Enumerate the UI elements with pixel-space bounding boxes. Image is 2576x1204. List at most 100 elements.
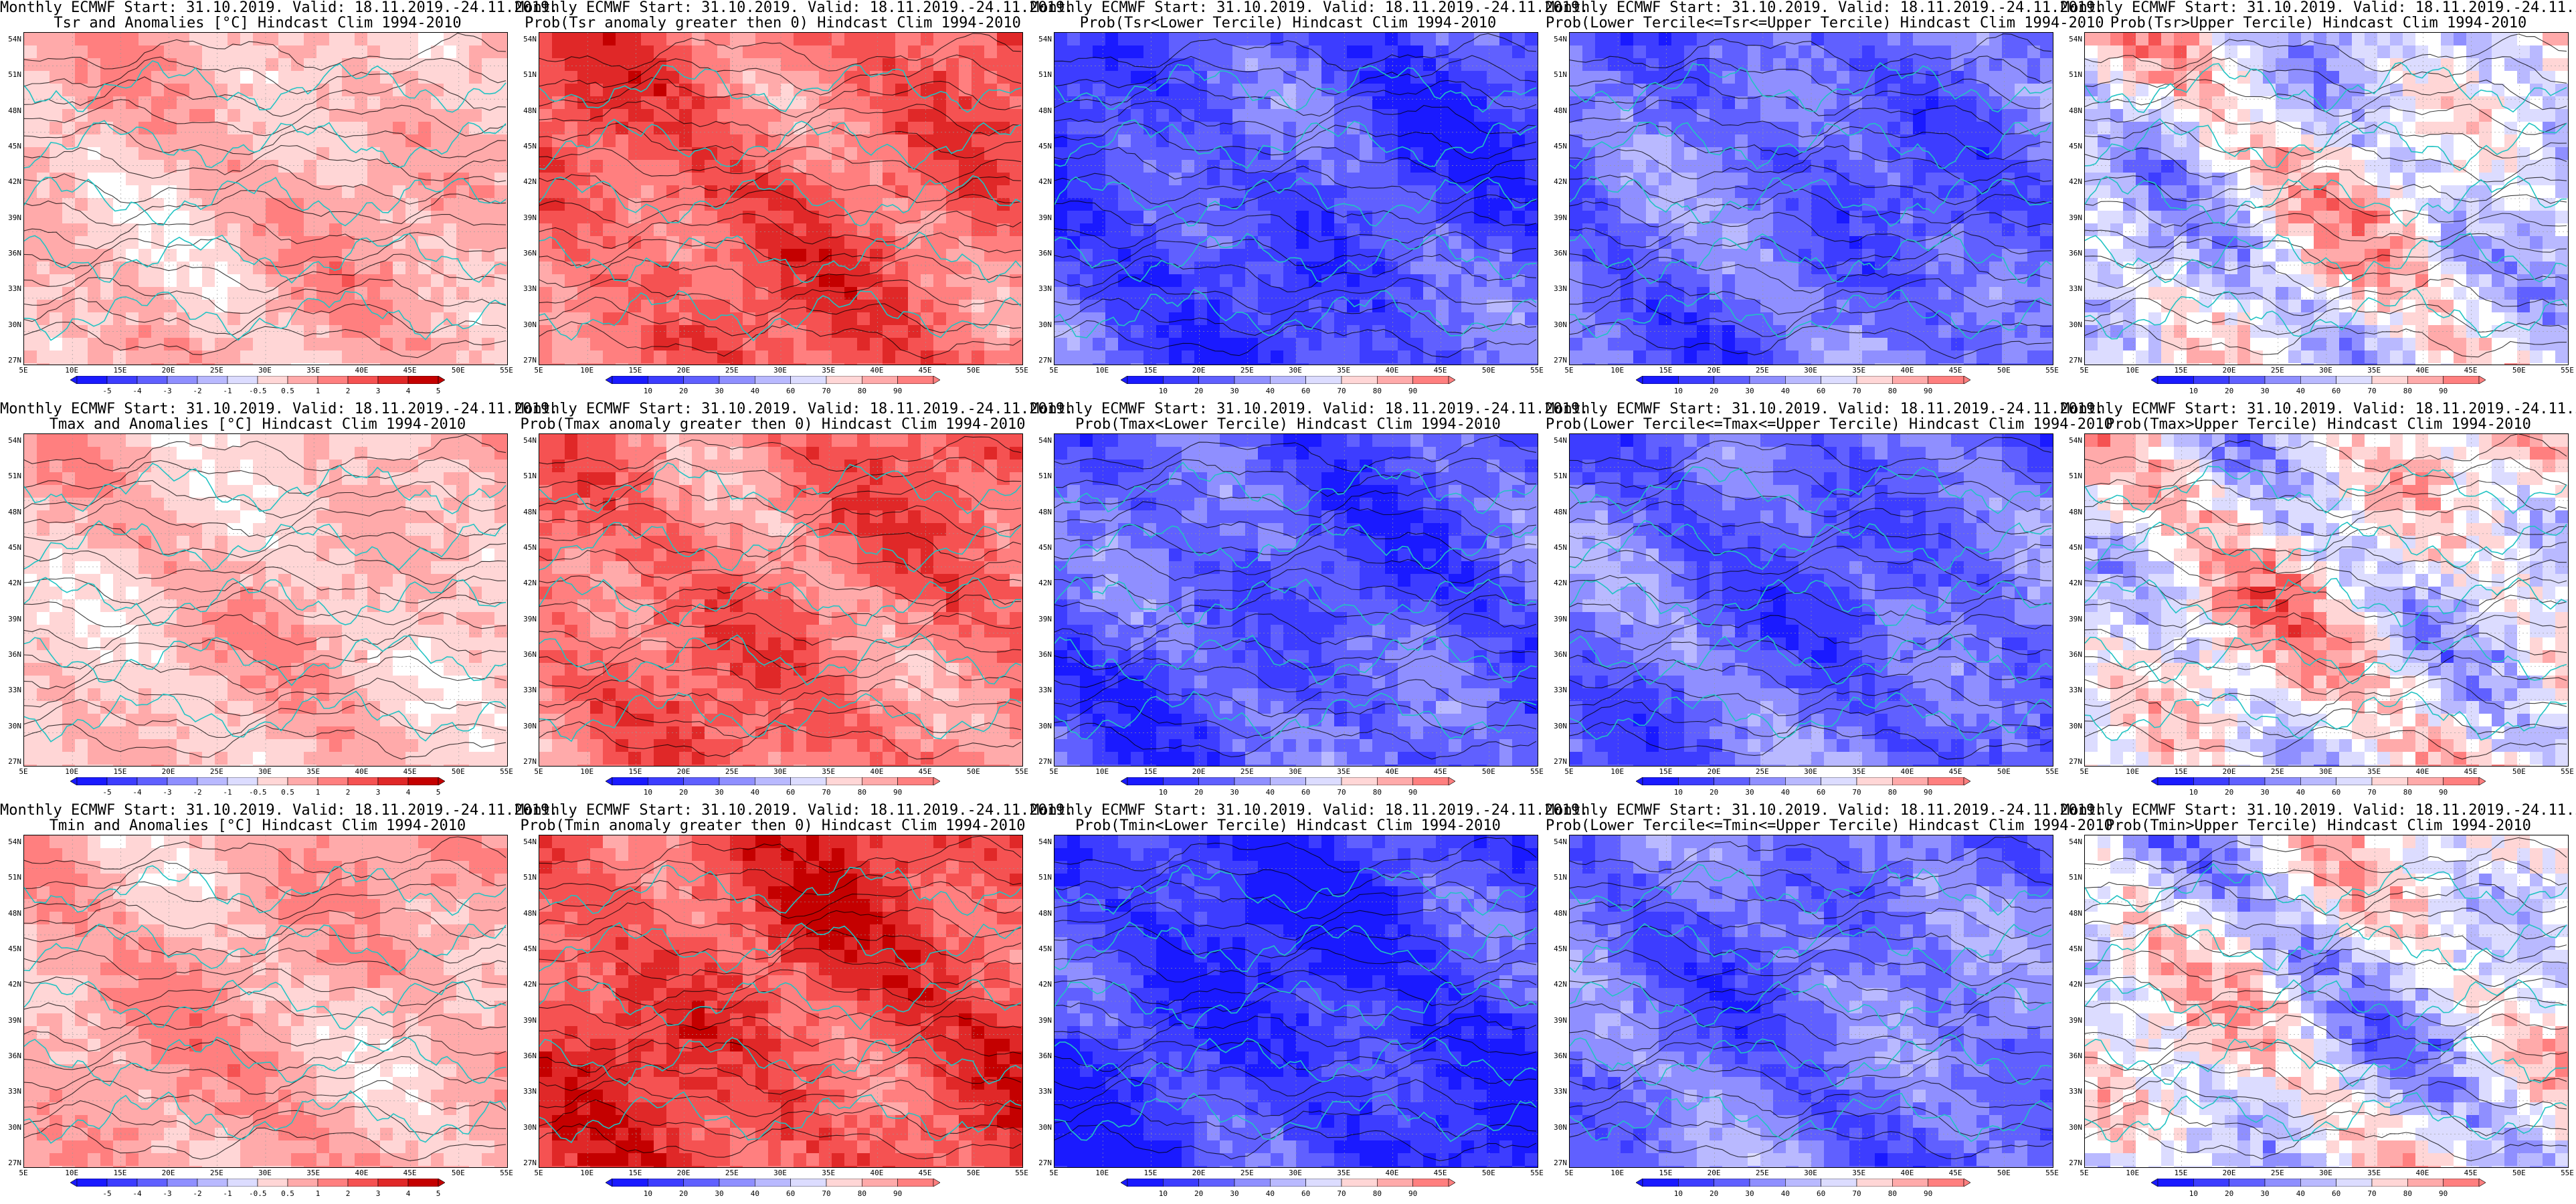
field-cell — [2002, 338, 2015, 351]
field-cell — [832, 325, 845, 338]
field-cell — [2123, 211, 2136, 224]
field-cell — [342, 84, 355, 97]
field-cell — [1245, 274, 1259, 288]
field-cell — [1474, 109, 1487, 122]
field-cell — [2110, 96, 2124, 110]
field-cell — [1449, 338, 1462, 351]
field-cell — [1837, 236, 1850, 249]
field-cell — [1608, 71, 1621, 84]
contour-line — [539, 232, 1022, 268]
field-cell — [1321, 236, 1335, 249]
field-cell — [1621, 147, 1634, 161]
field-cell — [1010, 185, 1022, 199]
field-cell — [1646, 96, 1659, 110]
field-cell — [1824, 58, 1837, 72]
field-cell — [1093, 249, 1106, 262]
field-cell — [2263, 134, 2276, 148]
field-cell — [1849, 211, 1863, 224]
field-cell — [50, 363, 63, 365]
field-cell — [227, 350, 241, 364]
field-cell — [227, 262, 241, 275]
field-cell — [1811, 325, 1825, 338]
field-cell — [1913, 33, 1926, 46]
field-cell — [240, 223, 254, 237]
field-cell — [253, 84, 266, 97]
field-cell — [139, 160, 152, 173]
field-cell — [1054, 338, 1068, 351]
field-cell — [1926, 363, 1939, 365]
field-cell — [1570, 363, 1583, 365]
field-cell — [679, 147, 693, 161]
field-cell — [1684, 109, 1697, 122]
field-cell — [565, 262, 578, 275]
field-cell — [2187, 122, 2200, 135]
field-cell — [1067, 287, 1081, 300]
field-cell — [1245, 96, 1259, 110]
field-cell — [1118, 300, 1131, 313]
field-cell — [1271, 211, 1284, 224]
field-cell — [1926, 173, 1939, 186]
field-cell — [2479, 96, 2492, 110]
field-cell — [380, 147, 393, 161]
field-cell — [1271, 274, 1284, 288]
field-cell — [552, 249, 565, 262]
field-cell — [126, 122, 139, 135]
field-cell — [1143, 223, 1157, 237]
field-cell — [946, 58, 959, 72]
field-cell — [227, 274, 241, 288]
field-cell — [2237, 147, 2251, 161]
field-cell — [1760, 312, 1774, 326]
map-title: Monthly ECMWF Start: 31.10.2019. Valid: … — [1546, 0, 2104, 31]
field-cell — [781, 223, 794, 237]
field-cell — [1131, 58, 1144, 72]
field-cell — [1964, 312, 1977, 326]
field-cell — [1938, 33, 1952, 46]
field-cell — [1938, 58, 1952, 72]
field-cell — [692, 185, 705, 199]
field-cell — [2377, 173, 2391, 186]
field-cell — [908, 262, 921, 275]
field-cell — [590, 45, 604, 59]
field-cell — [24, 109, 37, 122]
field-cell — [126, 338, 139, 351]
longitude-label: 50E — [966, 366, 980, 375]
field-cell — [1372, 185, 1386, 199]
field-cell — [1862, 249, 1875, 262]
field-cell — [405, 325, 419, 338]
field-cell — [1296, 300, 1309, 313]
field-cell — [1410, 223, 1424, 237]
field-cell — [1499, 198, 1513, 211]
field-cell — [164, 173, 177, 186]
field-cell — [1888, 33, 1901, 46]
field-cell — [552, 71, 565, 84]
field-cell — [2403, 185, 2416, 199]
field-cell — [2314, 45, 2327, 59]
field-cell — [291, 249, 304, 262]
map-area — [539, 32, 1023, 365]
field-cell — [565, 236, 578, 249]
field-cell — [494, 211, 507, 224]
latitude-label: 45N — [8, 142, 21, 150]
field-cell — [253, 173, 266, 186]
field-cell — [1321, 71, 1335, 84]
field-cell — [1385, 134, 1398, 148]
field-cell — [2199, 122, 2213, 135]
latitude-label: 51N — [1038, 70, 1052, 80]
field-cell — [266, 33, 279, 46]
field-cell — [1646, 185, 1659, 199]
field-cell — [2288, 33, 2302, 46]
field-cell — [2123, 134, 2136, 148]
field-cell — [2555, 134, 2568, 148]
field-cell — [1398, 198, 1411, 211]
field-cell — [482, 160, 495, 173]
field-cell — [1735, 173, 1748, 186]
field-cell — [972, 33, 985, 46]
field-cell — [921, 287, 934, 300]
field-cell — [215, 122, 228, 135]
field-cell — [1913, 236, 1926, 249]
field-cell — [278, 249, 292, 262]
field-cell — [1080, 109, 1093, 122]
field-cell — [1423, 350, 1437, 364]
field-cell — [1913, 300, 1926, 313]
field-cell — [266, 211, 279, 224]
